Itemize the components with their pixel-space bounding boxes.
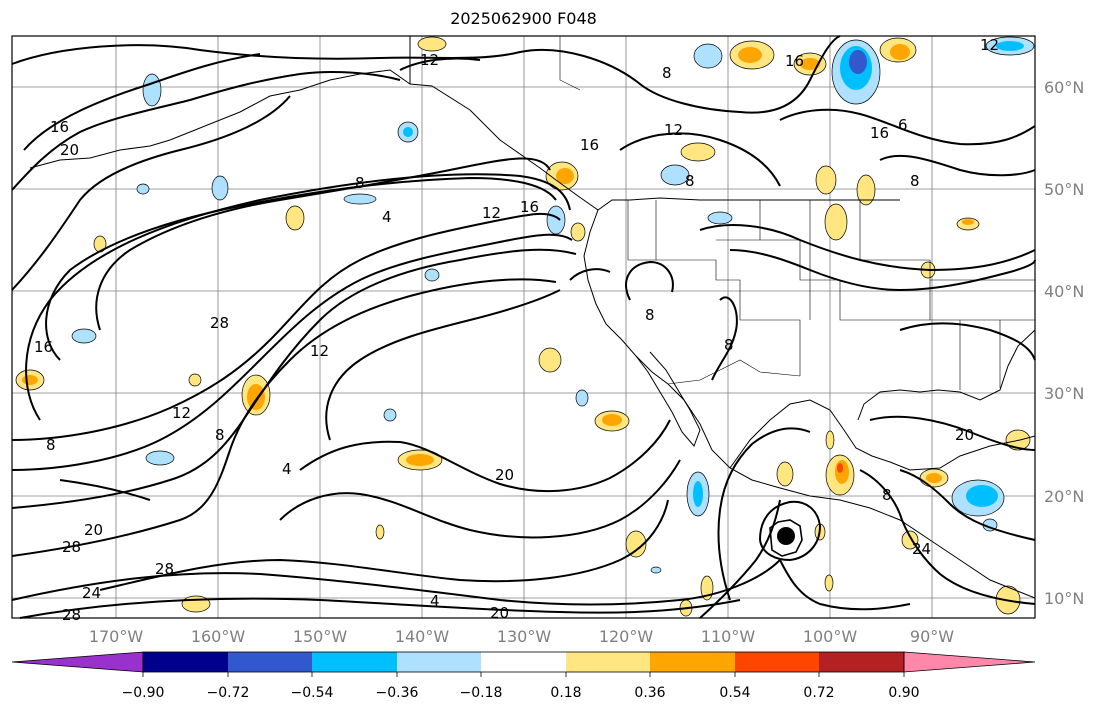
colorbar-tick-label: −0.72 [207,685,250,701]
contour-label: 12 [664,121,683,139]
colorbar-tick-label: −0.90 [122,685,165,701]
contour-label: 6 [898,116,908,134]
contour-labels: 12 8 16 20 16 12 8 12 16 6 8 8 16 12 16 … [34,36,999,624]
colorbar-segment [397,652,481,672]
map-title: 2025062900 F048 [450,9,597,28]
latitude-tick-label: 20°N [1044,487,1084,506]
contour-lines [11,35,1036,619]
axis-labels: 170°W 160°W 150°W 140°W 130°W 120°W 110°W 100°W… [89,78,1085,646]
colorbar-segment [481,652,566,672]
longitude-tick-label: 170°W [89,627,144,646]
point-markers [769,519,803,557]
contour-label: 12 [980,36,999,54]
contour-label: 16 [520,198,539,216]
colorbar-segment [650,652,735,672]
colorbar-extend-high [903,651,1036,673]
colorbar: −0.90 −0.72 −0.54 −0.36 −0.18 0.18 0.36 0.54 0.7… [11,651,1036,701]
colorbar-tick-label: 0.36 [634,685,665,701]
longitude-tick-label: 90°W [910,627,954,646]
colorbar-segment [228,652,312,672]
contour-label: 20 [955,426,974,444]
contour-label: 8 [355,174,365,192]
contour-label: 20 [490,604,509,622]
contour-label: 8 [910,172,920,190]
colorbar-segment [819,652,904,672]
graticule [12,36,1035,618]
contour-label: 4 [382,208,392,226]
colorbar-tick-label: −0.36 [376,685,419,701]
latitude-tick-label: 30°N [1044,384,1084,403]
colorbar-tick-label: 0.54 [719,685,750,701]
contour-label: 4 [430,592,440,610]
latitude-tick-label: 50°N [1044,180,1084,199]
positive-shading [15,36,1031,617]
map-area [12,36,1035,618]
contour-label: 24 [82,584,101,602]
longitude-tick-label: 120°W [599,627,654,646]
contour-label: 4 [282,460,292,478]
contour-label: 12 [482,204,501,222]
contour-label: 16 [50,118,69,136]
contour-label: 8 [882,486,892,504]
colorbar-tick-label: −0.18 [460,685,503,701]
colorbar-tick-label: 0.90 [888,685,919,701]
contour-label: 8 [215,426,225,444]
colorbar-extend-low [11,651,144,673]
colorbar-tick-label: 0.18 [550,685,581,701]
contour-label: 28 [62,606,81,624]
contour-label: 8 [662,64,672,82]
contour-label: 16 [580,136,599,154]
latitude-tick-label: 60°N [1044,78,1084,97]
longitude-tick-label: 130°W [497,627,552,646]
colorbar-tick-label: 0.72 [803,685,834,701]
longitude-tick-label: 160°W [191,627,246,646]
contour-label: 16 [785,52,804,70]
map-frame [11,35,1036,619]
contour-label: 28 [210,314,229,332]
longitude-tick-label: 100°W [803,627,858,646]
longitude-tick-label: 150°W [293,627,348,646]
contour-label: 12 [310,342,329,360]
longitude-tick-label: 110°W [701,627,756,646]
colorbar-segment [312,652,397,672]
negative-shading [71,36,1035,574]
contour-label: 24 [912,540,931,558]
colorbar-segment [143,652,228,672]
contour-label: 20 [495,466,514,484]
longitude-tick-label: 140°W [395,627,450,646]
contour-label: 8 [46,436,56,454]
contour-label: 16 [870,124,889,142]
colorbar-outline [142,651,905,673]
latitude-tick-label: 40°N [1044,282,1084,301]
contour-label: 20 [60,141,79,159]
contour-label: 28 [155,560,174,578]
colorbar-tick-label: −0.54 [291,685,334,701]
contour-label: 8 [724,336,734,354]
contour-label: 12 [172,404,191,422]
borders [559,36,1035,390]
contour-label: 20 [84,521,103,539]
colorbar-segment [735,652,819,672]
contour-label: 8 [685,172,695,190]
latitude-tick-label: 10°N [1044,589,1084,608]
contour-label: 8 [645,306,655,324]
contour-label: 16 [34,338,53,356]
colorbar-segment [566,652,650,672]
contour-label: 12 [420,51,439,69]
contour-label: 28 [62,538,81,556]
